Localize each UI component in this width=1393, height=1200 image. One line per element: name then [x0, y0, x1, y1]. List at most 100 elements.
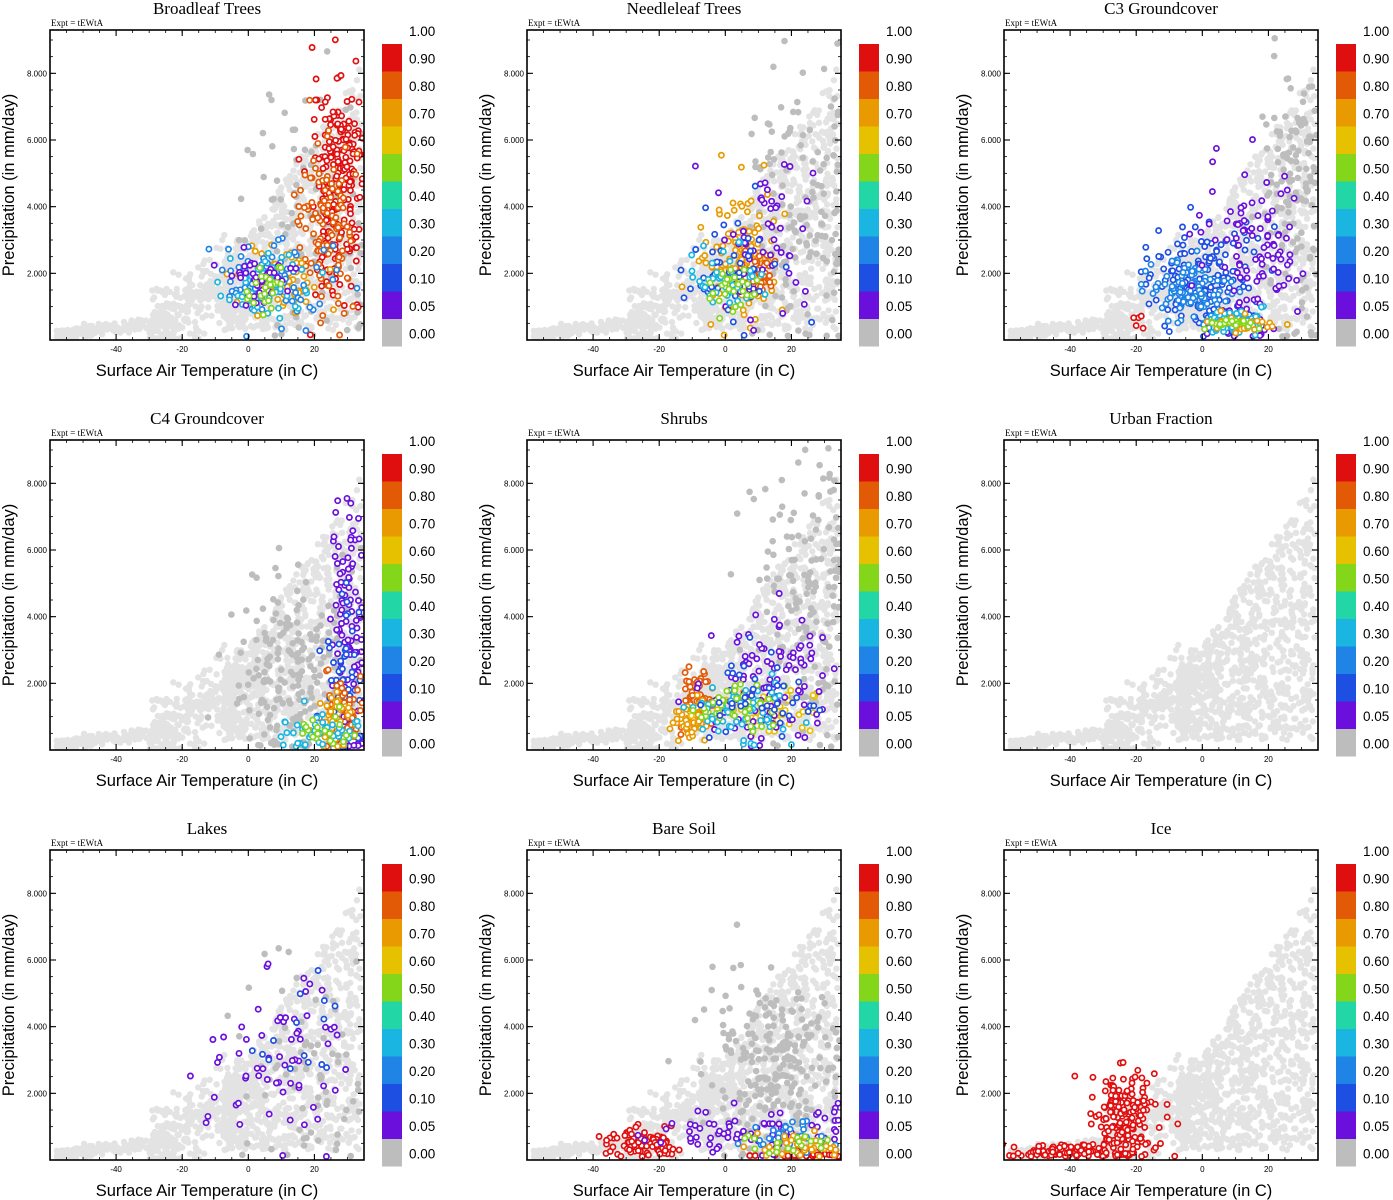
background-point — [763, 319, 770, 327]
background-point — [189, 281, 196, 289]
background-point — [349, 111, 357, 118]
expt-label: Expt = tEWtA — [1005, 18, 1058, 28]
background-point — [1182, 325, 1190, 332]
background-point — [810, 144, 818, 151]
data-point — [250, 299, 258, 307]
data-point — [268, 253, 276, 261]
background-point — [175, 271, 182, 278]
background-point — [702, 265, 709, 272]
data-point — [726, 257, 734, 265]
background-point — [1268, 131, 1276, 138]
data-point — [315, 155, 323, 163]
expt-label: Expt = tEWtA — [528, 18, 581, 28]
background-point — [648, 321, 656, 328]
background-point — [353, 201, 360, 209]
data-point — [799, 225, 807, 233]
colorbar-tick-label: 0.50 — [886, 162, 912, 177]
background-point — [219, 236, 226, 244]
data-point — [810, 194, 817, 201]
data-point — [835, 246, 841, 253]
data-point — [300, 281, 308, 289]
data-point — [354, 0, 361, 2]
data-point — [812, 237, 819, 244]
background-point — [801, 172, 808, 179]
data-point — [730, 206, 738, 214]
data-point — [293, 181, 300, 189]
data-point — [265, 297, 272, 305]
background-point — [826, 277, 833, 285]
background-point — [1247, 189, 1254, 197]
background-point — [341, 289, 349, 297]
colorbar-swatch — [859, 264, 879, 292]
background-point — [635, 317, 642, 325]
data-point — [312, 209, 319, 217]
background-point — [1228, 201, 1235, 208]
background-point — [150, 294, 158, 301]
background-point — [158, 312, 165, 319]
background-point — [164, 311, 171, 319]
background-point — [217, 245, 224, 252]
data-point — [254, 312, 261, 320]
background-point — [760, 314, 767, 321]
data-point — [244, 146, 251, 154]
panel-title: Broadleaf Trees — [153, 0, 261, 18]
data-point — [340, 309, 348, 317]
background-point — [675, 303, 682, 310]
x-tick-label: -20 — [176, 345, 188, 354]
colorbar-swatch — [859, 236, 879, 264]
data-point — [809, 169, 817, 177]
data-point — [778, 193, 786, 201]
data-point — [231, 301, 239, 309]
data-point — [341, 143, 349, 151]
background-point — [807, 280, 814, 288]
data-point — [786, 252, 794, 260]
background-point — [193, 293, 201, 300]
data-point — [818, 232, 826, 240]
data-point — [744, 280, 752, 288]
background-point — [1229, 258, 1237, 265]
data-point — [739, 227, 747, 235]
data-point — [315, 170, 323, 178]
data-point — [743, 291, 751, 299]
data-point — [257, 225, 265, 232]
background-point — [791, 131, 799, 138]
data-point — [334, 187, 342, 195]
background-point — [1127, 285, 1135, 293]
data-point — [324, 201, 332, 209]
data-point — [226, 278, 234, 286]
background-point — [1277, 210, 1285, 218]
background-point — [1240, 186, 1247, 193]
data-point — [715, 206, 723, 214]
background-point — [682, 304, 689, 311]
data-point — [334, 292, 342, 300]
data-point — [773, 244, 781, 252]
data-point — [347, 282, 355, 290]
data-point — [344, 13, 349, 18]
data-point — [353, 244, 360, 252]
x-tick-label: -40 — [110, 345, 122, 354]
data-point — [751, 258, 759, 266]
colorbar-tick-label: 0.60 — [886, 134, 912, 149]
colorbar-swatch — [859, 126, 879, 154]
background-point — [1155, 330, 1162, 337]
data-point — [761, 179, 769, 187]
background-point — [830, 77, 838, 84]
background-point — [290, 229, 297, 237]
background-point — [353, 77, 361, 84]
background-point — [282, 215, 289, 223]
colorbar-swatch — [859, 209, 879, 237]
background-point — [339, 316, 347, 323]
data-point — [678, 283, 686, 291]
data-point — [331, 36, 339, 44]
data-point — [833, 188, 840, 195]
data-point — [312, 164, 319, 172]
background-point — [350, 271, 357, 278]
data-point — [791, 254, 799, 261]
background-point — [670, 293, 678, 300]
data-point — [768, 171, 776, 179]
data-point — [731, 273, 739, 281]
data-point — [782, 281, 790, 288]
data-point — [789, 245, 796, 253]
background-point — [719, 325, 726, 332]
